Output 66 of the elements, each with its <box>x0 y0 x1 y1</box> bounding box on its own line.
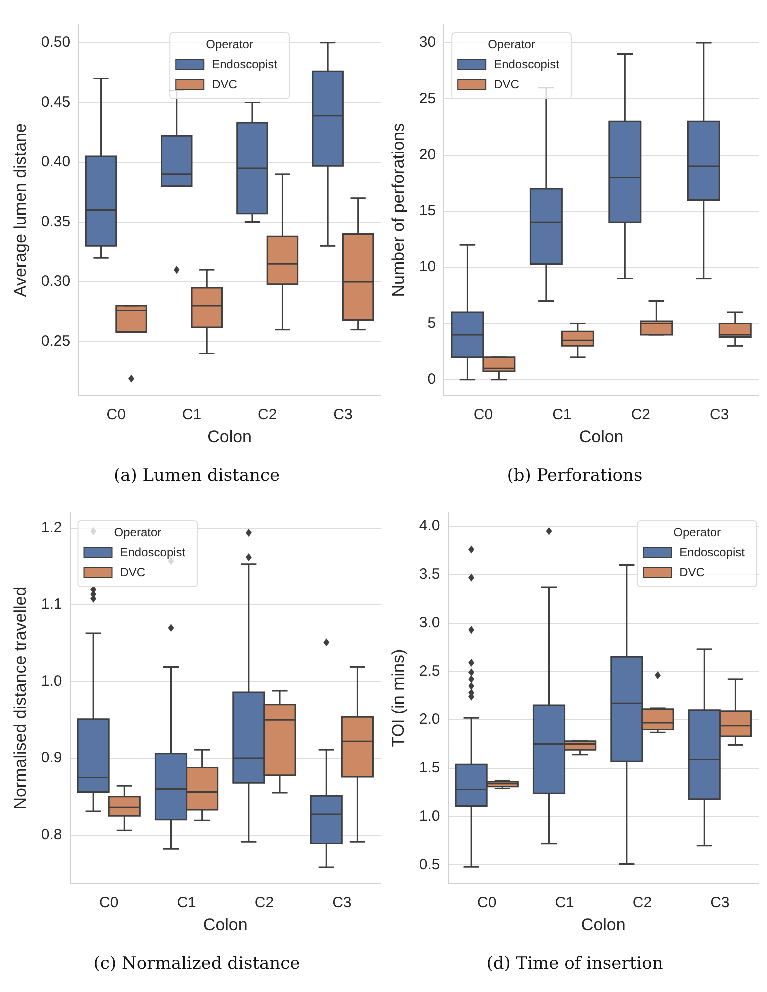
legend-label: Endoscopist <box>680 545 746 560</box>
x-tick-label: C2 <box>631 406 650 424</box>
x-tick-label: C2 <box>254 894 274 912</box>
text: (a) Lumen distance <box>114 466 280 488</box>
x-axis-title: Colon <box>208 427 252 446</box>
y-tick-label: 0.25 <box>41 332 71 350</box>
y-tick-label: 5 <box>428 314 436 332</box>
x-tick-label: C1 <box>177 894 196 912</box>
x-tick-label: C3 <box>710 406 730 424</box>
legend-label: DVC <box>120 565 146 580</box>
legend-label: DVC <box>212 77 238 92</box>
x-axis-title: Colon <box>581 915 626 934</box>
y-tick-label: 20 <box>419 146 436 164</box>
y-tick-label: 0.9 <box>41 750 62 767</box>
y-tick-label: 2.0 <box>419 711 440 728</box>
x-axis-title: Colon <box>203 915 248 934</box>
y-axis-title: Average lumen distane <box>10 124 30 298</box>
y-axis-title: Number of perforations <box>388 123 408 298</box>
y-tick-label: 25 <box>419 90 436 108</box>
y-tick-label: 0.50 <box>41 34 71 52</box>
y-tick-label: 0 <box>428 371 436 388</box>
y-tick-label: 2.5 <box>419 662 440 680</box>
legend-label: Endoscopist <box>212 57 278 72</box>
y-tick-label: 0.8 <box>41 826 62 844</box>
y-tick-label: 15 <box>419 202 436 220</box>
y-axis-title: TOI (in mins) <box>388 649 408 748</box>
y-tick-label: 3.5 <box>419 566 440 584</box>
y-tick-label: 0.30 <box>41 273 71 290</box>
x-tick-label: C1 <box>182 406 202 424</box>
legend-title: Operator <box>206 37 254 52</box>
x-tick-label: C0 <box>106 406 126 424</box>
x-tick-label: C1 <box>552 406 572 424</box>
x-tick-label: C2 <box>258 406 278 424</box>
y-tick-label: 1.1 <box>41 596 62 614</box>
legend-label: Endoscopist <box>494 57 560 72</box>
y-tick-label: 0.5 <box>419 856 440 874</box>
legend-title: Operator <box>114 525 162 540</box>
y-tick-label: 30 <box>419 34 436 52</box>
y-tick-label: 1.0 <box>419 808 440 825</box>
x-tick-label: C0 <box>100 894 119 912</box>
y-tick-label: 10 <box>419 258 436 276</box>
y-tick-label: 0.45 <box>41 94 71 111</box>
x-tick-label: C0 <box>474 406 494 424</box>
x-tick-label: C3 <box>334 406 353 424</box>
y-axis-title: Normalised distance travelled <box>10 586 30 810</box>
legend-title: Operator <box>674 525 721 540</box>
y-tick-label: 3.0 <box>419 614 440 632</box>
x-tick-label: C2 <box>632 894 652 912</box>
x-tick-label: C0 <box>478 894 497 912</box>
legend-label: Endoscopist <box>120 545 186 560</box>
legend-label: DVC <box>494 77 520 92</box>
x-tick-label: C3 <box>710 894 730 912</box>
y-tick-label: 0.40 <box>41 154 71 171</box>
y-tick-label: 0.35 <box>41 213 71 230</box>
y-tick-label: 4.0 <box>419 518 440 535</box>
x-axis-title: Colon <box>579 427 624 446</box>
text: (d) Time of insertion <box>486 954 664 976</box>
text: (b) Perforations <box>507 466 643 488</box>
x-tick-label: C1 <box>555 894 574 912</box>
legend-label: DVC <box>680 565 706 580</box>
y-tick-label: 1.0 <box>41 672 62 690</box>
y-tick-label: 1.5 <box>419 760 440 777</box>
text: (c) Normalized distance <box>94 954 300 976</box>
y-tick-label: 1.2 <box>41 519 62 536</box>
x-tick-label: C3 <box>332 894 352 912</box>
legend-title: Operator <box>488 37 536 52</box>
